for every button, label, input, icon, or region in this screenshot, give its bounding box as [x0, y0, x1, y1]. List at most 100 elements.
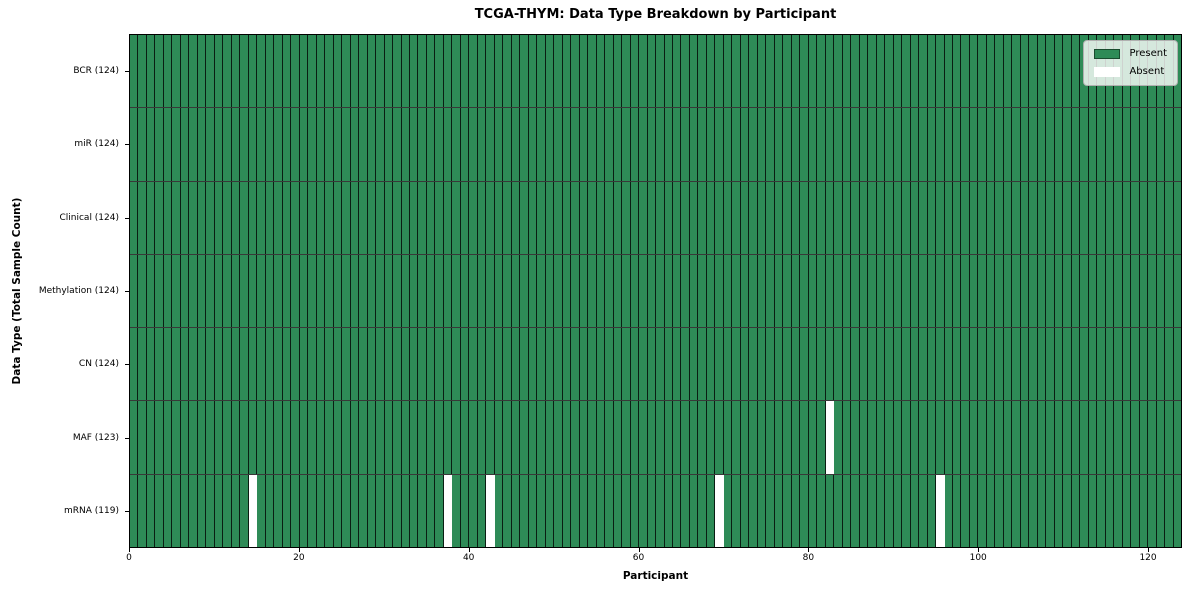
heatmap-cell: [146, 108, 156, 181]
heatmap-cell: [622, 401, 631, 474]
heatmap-cell: [783, 35, 792, 108]
heatmap-cell: [554, 401, 563, 474]
heatmap-cell: [291, 401, 300, 474]
heatmap-cell: [333, 328, 343, 401]
heatmap-cell: [774, 328, 784, 401]
heatmap-cell: [808, 254, 818, 328]
heatmap-cell: [817, 474, 826, 547]
heatmap-cell: [740, 474, 750, 547]
heatmap-cell: [435, 474, 444, 547]
ytick-label-maf: MAF (123): [72, 432, 119, 443]
heatmap-cell: [885, 181, 894, 254]
heatmap-cell: [927, 401, 937, 474]
heatmap-cell: [223, 108, 232, 181]
heatmap-cell: [986, 181, 996, 254]
heatmap-cell: [155, 35, 164, 108]
heatmap-cell: [1088, 254, 1098, 328]
heatmap-cell: [401, 35, 410, 108]
heatmap-cell: [240, 181, 249, 254]
heatmap-cell: [537, 181, 546, 254]
heatmap-cell: [503, 401, 512, 474]
heatmap-cell: [214, 108, 224, 181]
heatmap-cell: [265, 35, 275, 108]
heatmap-cell: [774, 108, 784, 181]
heatmap-cell: [316, 474, 326, 547]
heatmap-cell: [477, 181, 487, 254]
heatmap-cell: [656, 401, 665, 474]
heatmap-cell: [944, 401, 953, 474]
xtick-mark: [808, 548, 809, 552]
heatmap-cell: [834, 181, 843, 254]
heatmap-cell: [189, 474, 198, 547]
heatmap-cell: [1046, 474, 1055, 547]
heatmap-cell: [732, 401, 741, 474]
heatmap-cell: [367, 401, 377, 474]
heatmap-cell: [554, 328, 563, 401]
xtick-label-120: 120: [1139, 553, 1157, 563]
heatmap-cell: [554, 108, 563, 181]
ytick-mark: [125, 364, 129, 365]
heatmap-cell: [689, 401, 699, 474]
heatmap-cell: [808, 474, 818, 547]
heatmap-cell: [783, 254, 792, 328]
heatmap-cell: [978, 35, 987, 108]
heatmap-cell: [936, 328, 945, 401]
heatmap-cell: [757, 181, 767, 254]
heatmap-cell: [282, 254, 292, 328]
heatmap-cell: [851, 401, 860, 474]
xtick-mark: [129, 548, 130, 552]
heatmap-cell: [401, 108, 410, 181]
heatmap-cell: [893, 108, 903, 181]
heatmap-cell: [206, 254, 215, 328]
heatmap-cell: [689, 254, 699, 328]
heatmap-row-mir: [130, 108, 1182, 182]
heatmap-cell: [605, 401, 614, 474]
heatmap-cell: [639, 401, 648, 474]
heatmap-cell: [681, 35, 690, 108]
heatmap-cell: [248, 108, 258, 181]
heatmap-cell: [1012, 108, 1021, 181]
heatmap-cell: [477, 474, 487, 547]
heatmap-cell: [613, 35, 623, 108]
heatmap-cell: [554, 181, 563, 254]
heatmap-cell: [299, 254, 309, 328]
heatmap-cell: [138, 108, 147, 181]
heatmap-cell: [206, 328, 215, 401]
heatmap-cell: [961, 254, 970, 328]
heatmap-cell: [299, 474, 309, 547]
heatmap-cell: [1012, 254, 1021, 328]
heatmap-cell: [274, 181, 283, 254]
heatmap-cell: [426, 254, 436, 328]
heatmap-cell: [342, 401, 351, 474]
heatmap-cell: [1088, 401, 1098, 474]
xtick-label-40: 40: [462, 553, 475, 563]
heatmap-cell: [579, 108, 589, 181]
heatmap-cell: [1139, 474, 1149, 547]
heatmap-cell: [146, 474, 156, 547]
heatmap-cell: [197, 328, 207, 401]
heatmap-cell: [486, 328, 495, 401]
heatmap-cell: [401, 401, 410, 474]
heatmap-cell: [477, 35, 487, 108]
heatmap-cell: [494, 254, 504, 328]
heatmap-cell: [359, 474, 368, 547]
heatmap-cell: [842, 181, 852, 254]
heatmap-cell: [265, 181, 275, 254]
heatmap-cell: [1063, 254, 1072, 328]
heatmap-cell: [494, 328, 504, 401]
heatmap-cell: [435, 401, 444, 474]
heatmap-cell: [1029, 254, 1038, 328]
heatmap-cell: [1012, 181, 1021, 254]
heatmap-cell: [1097, 401, 1106, 474]
heatmap-cell: [528, 474, 538, 547]
heatmap-cell: [545, 328, 555, 401]
heatmap-cell: [969, 254, 979, 328]
heatmap-cell: [240, 401, 249, 474]
heatmap-cell: [265, 401, 275, 474]
heatmap-cell: [1173, 474, 1182, 547]
heatmap-cell: [783, 401, 792, 474]
heatmap-cell: [749, 474, 758, 547]
heatmap-cell: [376, 401, 385, 474]
heatmap-cell: [562, 181, 572, 254]
